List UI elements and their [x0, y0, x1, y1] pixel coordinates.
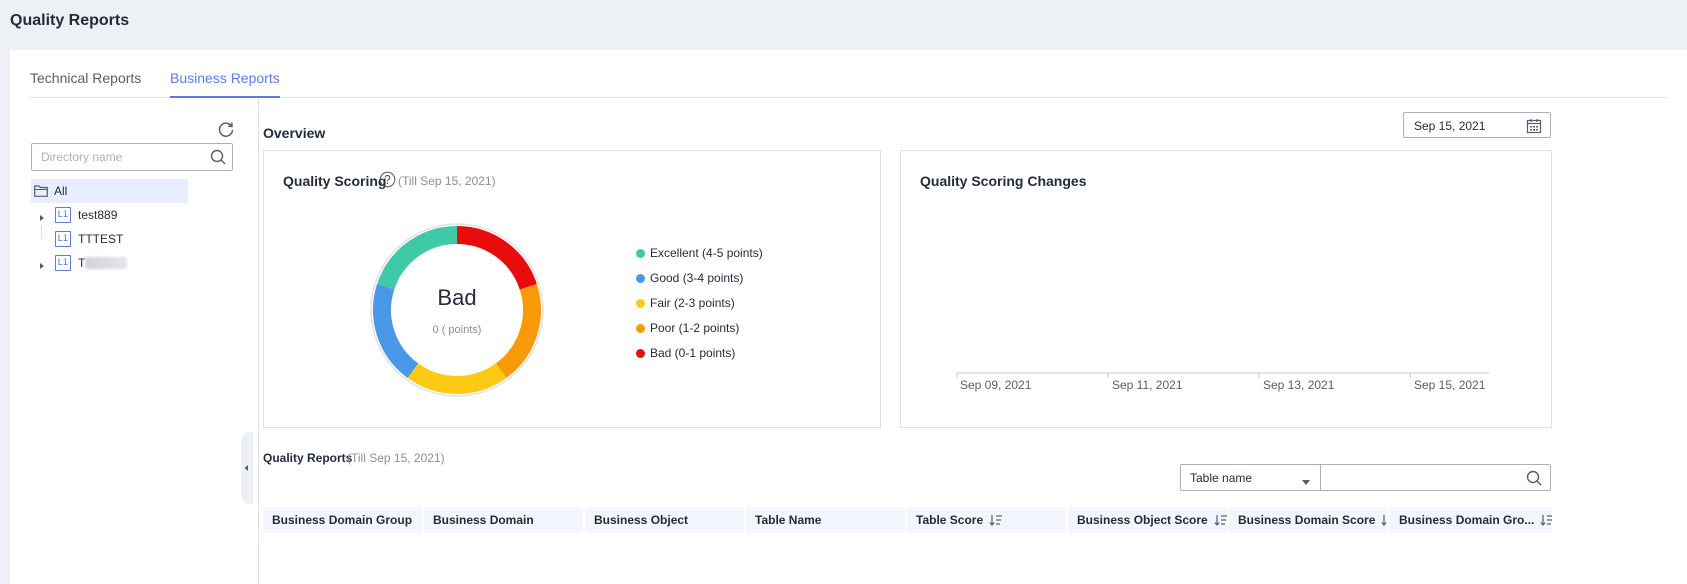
main-content: Overview Sep 15, 2021 Quality Scoring (T… — [263, 98, 1687, 584]
search-icon[interactable] — [210, 149, 226, 165]
quality-reports-subtitle: (Till Sep 15, 2021) — [347, 451, 445, 465]
search-icon[interactable] — [1526, 470, 1542, 486]
column-label: Business Object Score — [1077, 513, 1208, 527]
sidebar-collapse-handle[interactable] — [241, 432, 253, 504]
column-label: Business Domain — [433, 513, 534, 527]
tree-item-label: test889 — [78, 208, 118, 222]
donut-segment-poor — [495, 284, 541, 378]
quality-scoring-subtitle: (Till Sep 15, 2021) — [398, 174, 496, 188]
directory-search-input[interactable] — [32, 144, 202, 170]
sort-icon[interactable] — [1214, 509, 1227, 526]
level-badge: L1 — [55, 207, 71, 223]
quality-reports-table-header: Business Domain Group Business Domain Bu… — [263, 507, 1552, 533]
redacted-label — [85, 257, 128, 269]
quality-scoring-changes-panel: Quality Scoring Changes Sep 09, 2021 Sep… — [900, 150, 1552, 428]
legend-label: Excellent (4-5 points) — [650, 246, 763, 260]
points-label: 0 ( points) — [433, 324, 482, 336]
legend-dot — [636, 249, 645, 258]
donut-segment-good — [373, 284, 419, 378]
tree-line — [41, 227, 42, 239]
donut-outer-ring — [370, 223, 544, 397]
quality-scoring-panel: Quality Scoring (Till Sep 15, 2021) Bad … — [263, 150, 881, 428]
scoring-changes-title: Quality Scoring Changes — [920, 173, 1087, 189]
donut-segment-bad — [456, 226, 537, 290]
x-tick-label: Sep 15, 2021 — [1414, 378, 1486, 392]
quality-reports-title: Quality Reports — [263, 451, 353, 465]
donut-segment-fair — [407, 363, 507, 394]
legend-label: Good (3-4 points) — [650, 271, 744, 285]
refresh-icon[interactable] — [216, 120, 236, 140]
level-badge: L1 — [55, 255, 71, 271]
donut-segment-excellent — [377, 226, 458, 290]
column-label: Business Object — [594, 513, 689, 527]
caret-down-icon — [1302, 475, 1310, 485]
tree-item-redacted[interactable]: L1 T — [31, 251, 201, 275]
sort-icon[interactable] — [1381, 509, 1388, 526]
table-search: Table name — [1180, 464, 1551, 491]
level-badge: L1 — [55, 231, 71, 247]
legend-label: Bad (0-1 points) — [650, 346, 736, 360]
tree-item-tttest[interactable]: L1 TTTEST — [31, 227, 201, 251]
legend-dot — [636, 274, 645, 283]
column-header-business-object-score[interactable]: Business Object Score — [1068, 507, 1229, 533]
tab-business-reports[interactable]: Business Reports — [170, 70, 280, 98]
directory-sidebar — [30, 98, 259, 584]
overview-title: Overview — [263, 125, 326, 141]
legend-dot — [636, 324, 645, 333]
page-header: Quality Reports — [0, 0, 1687, 50]
quality-scoring-title: Quality Scoring — [283, 173, 387, 189]
x-tick-label: Sep 09, 2021 — [960, 378, 1032, 392]
column-label: Table Score — [916, 513, 984, 527]
date-picker[interactable]: Sep 15, 2021 — [1403, 112, 1551, 138]
tree-item-all[interactable]: All — [31, 179, 188, 203]
tree-item-label: TTTEST — [78, 232, 124, 246]
caret-right-icon[interactable] — [38, 211, 46, 221]
column-label: Table Name — [755, 513, 822, 527]
tree-item-test889[interactable]: L1 test889 — [31, 203, 201, 227]
column-header-business-domain-group-score[interactable]: Business Domain Gro... — [1390, 507, 1552, 533]
search-field-value: Table name — [1190, 471, 1253, 485]
report-card: Technical Reports Business Reports All L… — [10, 50, 1687, 584]
legend-item-excellent: Excellent (4-5 points) — [636, 246, 763, 260]
sort-icon[interactable] — [1540, 509, 1552, 526]
help-icon[interactable] — [379, 171, 396, 188]
column-header-business-domain-group: Business Domain Group — [263, 507, 424, 533]
x-tick-label: Sep 13, 2021 — [1263, 378, 1335, 392]
legend-dot — [636, 299, 645, 308]
column-header-business-object: Business Object — [585, 507, 746, 533]
column-header-table-score[interactable]: Table Score — [907, 507, 1068, 533]
tab-technical-reports[interactable]: Technical Reports — [30, 70, 142, 86]
legend-item-fair: Fair (2-3 points) — [636, 296, 735, 310]
legend-item-poor: Poor (1-2 points) — [636, 321, 739, 335]
legend-label: Fair (2-3 points) — [650, 296, 735, 310]
search-field-select[interactable]: Table name — [1181, 465, 1321, 490]
column-label: Business Domain Gro... — [1399, 513, 1535, 527]
legend-item-good: Good (3-4 points) — [636, 271, 743, 285]
legend-item-bad: Bad (0-1 points) — [636, 346, 735, 360]
legend-label: Poor (1-2 points) — [650, 321, 740, 335]
column-label: Business Domain Group — [272, 513, 413, 527]
folder-icon — [34, 185, 48, 197]
legend-dot — [636, 349, 645, 358]
column-header-business-domain-score[interactable]: Business Domain Score — [1229, 507, 1390, 533]
page-title: Quality Reports — [10, 12, 130, 29]
quality-donut-chart: Bad 0 ( points) — [370, 223, 544, 397]
tree-item-label: T — [78, 256, 86, 270]
date-value: Sep 15, 2021 — [1414, 119, 1486, 133]
tree-item-label: All — [54, 184, 68, 198]
directory-search — [31, 143, 233, 171]
column-header-table-name: Table Name — [746, 507, 907, 533]
column-label: Business Domain Score — [1238, 513, 1376, 527]
table-search-input[interactable] — [1322, 465, 1518, 490]
scoring-changes-axis: Sep 09, 2021 Sep 11, 2021 Sep 13, 2021 S… — [956, 372, 1489, 392]
column-header-business-domain: Business Domain — [424, 507, 585, 533]
rating-label: Bad — [437, 285, 476, 310]
report-tabs: Technical Reports Business Reports — [30, 50, 1667, 98]
caret-right-icon[interactable] — [38, 259, 46, 269]
sort-icon[interactable] — [989, 509, 1003, 526]
donut-segments — [373, 226, 541, 394]
x-tick-label: Sep 11, 2021 — [1112, 378, 1183, 392]
calendar-icon[interactable] — [1526, 118, 1542, 134]
